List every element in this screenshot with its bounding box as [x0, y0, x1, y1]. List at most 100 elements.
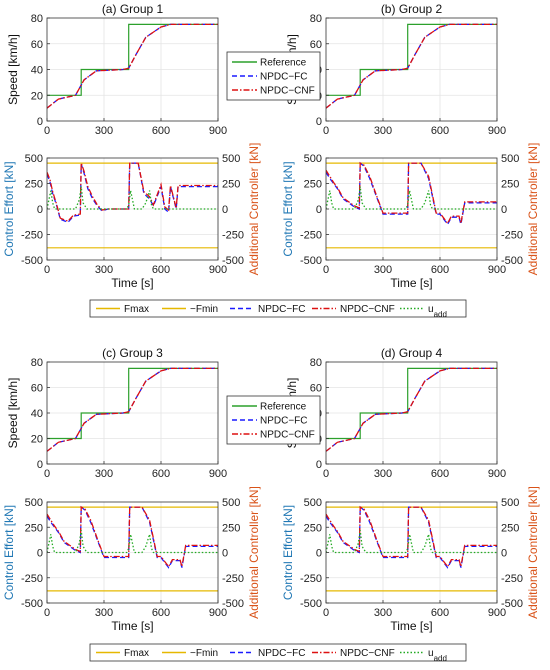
y2-axis-label: Additional Controller [kN] [247, 486, 261, 619]
y2-tick-label: -250 [222, 573, 244, 585]
x-tick-label: 0 [44, 125, 50, 137]
y-tick-label: -500 [300, 255, 322, 267]
effort-legend: Fmax −Fmin NPDC−FC NPDC−CNF uadd [89, 643, 467, 663]
x-tick-label: 900 [209, 264, 227, 276]
legend-label: NPDC−CNF [260, 86, 315, 97]
y-tick-label: 80 [310, 13, 322, 25]
y2-tick-label: 250 [222, 522, 240, 534]
x-tick-label: 900 [209, 468, 227, 480]
x-tick-label: 300 [374, 125, 392, 137]
y2-tick-label: 500 [501, 153, 519, 165]
legend-label: NPDC−CNF [260, 430, 315, 441]
x-axis-label: Time [s] [111, 276, 153, 290]
y-tick-label: 0 [37, 459, 43, 471]
y-tick-label: 80 [31, 357, 43, 369]
panel-title: (a) Group 1 [102, 2, 164, 16]
x-tick-label: 900 [488, 125, 506, 137]
x-tick-label: 300 [95, 125, 113, 137]
series-line-npdc-cnf [47, 506, 218, 568]
x-tick-label: 0 [44, 468, 50, 480]
legend-label: NPDC−CNF [340, 304, 395, 315]
y-tick-label: 250 [304, 179, 322, 191]
x-axis-label: Time [s] [390, 276, 432, 290]
y2-tick-label: -500 [501, 255, 523, 267]
x-tick-label: 0 [44, 264, 50, 276]
y2-tick-label: 0 [222, 204, 228, 216]
y-tick-label: -500 [21, 598, 43, 610]
y-axis-label: Control Effort [kN] [2, 161, 16, 256]
series-line-u-add [326, 530, 497, 554]
y-tick-label: 0 [316, 116, 322, 128]
x-tick-label: 600 [431, 607, 449, 619]
x-tick-label: 900 [488, 468, 506, 480]
y-tick-label: -250 [21, 573, 43, 585]
y-tick-label: 0 [37, 204, 43, 216]
legend-label: NPDC−FC [260, 72, 308, 83]
x-tick-label: 600 [152, 607, 170, 619]
speed-legend: Reference NPDC−FC NPDC−CNF [226, 395, 321, 445]
y2-tick-label: -500 [222, 255, 244, 267]
y-axis-label: Control Effort [kN] [281, 161, 295, 256]
series-line-npdc-cnf [47, 367, 218, 452]
legend-label: Fmax [124, 648, 149, 659]
x-tick-label: 600 [152, 264, 170, 276]
legend-label: −Fmin [190, 648, 218, 659]
y-tick-label: 80 [31, 13, 43, 25]
y-tick-label: 60 [310, 383, 322, 395]
x-tick-label: 900 [488, 264, 506, 276]
x-tick-label: 900 [209, 125, 227, 137]
y-tick-label: 250 [25, 179, 43, 191]
y2-tick-label: -500 [222, 598, 244, 610]
y2-tick-label: 0 [222, 548, 228, 560]
legend-label: NPDC−FC [260, 416, 308, 427]
y-tick-label: 250 [304, 522, 322, 534]
y2-tick-label: 500 [222, 497, 240, 509]
y-tick-label: 20 [31, 434, 43, 446]
series-line-u-add [47, 530, 218, 554]
series-line-npdc-cnf [47, 162, 218, 222]
y-tick-label: 500 [25, 497, 43, 509]
legend-label: Fmax [124, 304, 149, 315]
x-tick-label: 600 [431, 264, 449, 276]
panel-title: (d) Group 4 [381, 346, 443, 360]
x-tick-label: 300 [374, 468, 392, 480]
y-tick-label: 500 [304, 153, 322, 165]
speed-legend: Reference NPDC−FC NPDC−CNF [226, 51, 321, 101]
y-tick-label: 0 [316, 548, 322, 560]
y2-tick-label: 250 [222, 179, 240, 191]
y2-tick-label: 500 [501, 497, 519, 509]
effort-legend: Fmax −Fmin NPDC−FC NPDC−CNF uadd [89, 299, 467, 319]
y2-tick-label: -250 [222, 230, 244, 242]
y-tick-label: 0 [37, 116, 43, 128]
x-tick-label: 300 [95, 468, 113, 480]
panel-title: (c) Group 3 [102, 346, 163, 360]
series-line-npdc-cnf [326, 367, 497, 452]
x-tick-label: 300 [374, 264, 392, 276]
chart-panel-5: 0 300 600 900 0 20 40 60 80 (c) Group 3 Speed [km/… [6, 346, 227, 480]
y2-axis-label: Additional Controller [kN] [526, 143, 540, 276]
y-tick-label: -500 [21, 255, 43, 267]
x-axis-label: Time [s] [111, 619, 153, 633]
y2-axis-label: Additional Controller [kN] [526, 486, 540, 619]
y2-tick-label: -250 [501, 230, 523, 242]
x-tick-label: 0 [323, 607, 329, 619]
series-line-npdc-fc [326, 505, 497, 569]
x-tick-label: 300 [95, 607, 113, 619]
y2-tick-label: -250 [501, 573, 523, 585]
y-tick-label: -250 [300, 230, 322, 242]
y-tick-label: -500 [300, 598, 322, 610]
x-tick-label: 300 [95, 264, 113, 276]
x-tick-label: 0 [44, 607, 50, 619]
y-tick-label: 500 [25, 153, 43, 165]
series-line-npdc-cnf [326, 23, 497, 109]
series-line-npdc-cnf [326, 162, 497, 225]
x-tick-label: 600 [152, 468, 170, 480]
series-line-npdc-cnf [47, 23, 218, 109]
y-tick-label: 0 [37, 548, 43, 560]
x-axis-label: Time [s] [390, 619, 432, 633]
